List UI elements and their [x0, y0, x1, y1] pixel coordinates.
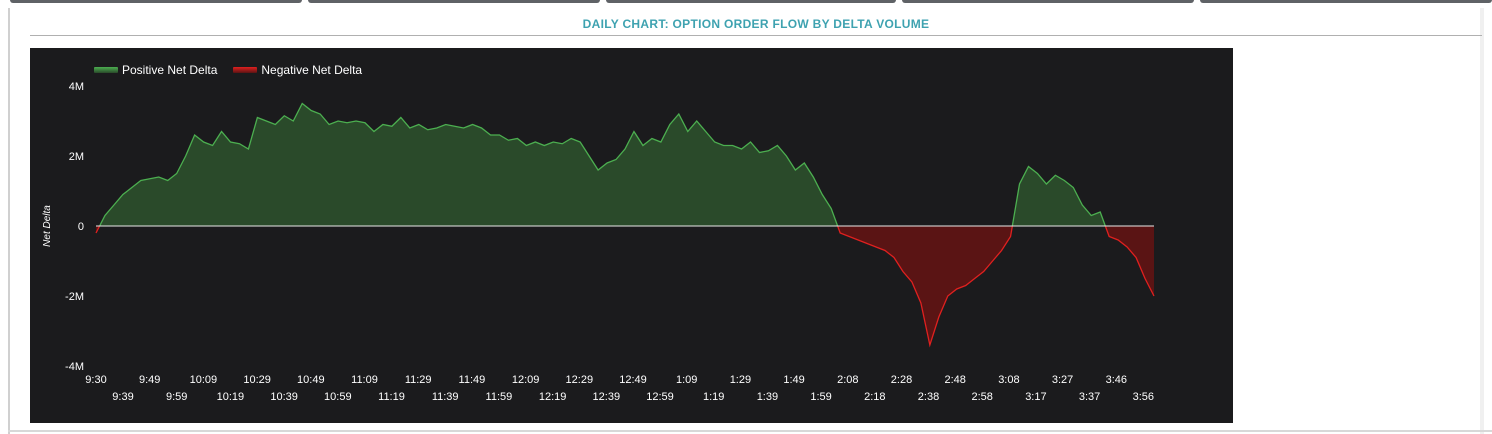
x-tick-label: 3:37 [1079, 391, 1100, 403]
x-tick-label: 2:08 [837, 374, 858, 386]
x-tick-label: 12:19 [539, 391, 567, 403]
x-tick-label: 2:58 [971, 391, 992, 403]
x-tick-label: 12:09 [512, 374, 540, 386]
top-tab-1[interactable] [10, 0, 302, 3]
x-tick-label: 3:27 [1052, 374, 1073, 386]
panel-frame-left [8, 8, 10, 434]
legend-swatch-negative [233, 67, 258, 73]
x-tick-label: 3:56 [1133, 391, 1154, 403]
legend-swatch-positive [94, 67, 118, 73]
y-tick-label: -2M [65, 291, 84, 303]
x-tick-label: 10:59 [324, 391, 352, 403]
x-tick-label: 12:49 [619, 374, 647, 386]
x-tick-label: 10:19 [217, 391, 245, 403]
x-tick-label: 1:59 [810, 391, 831, 403]
y-tick-label: 2M [69, 151, 84, 163]
title-divider [30, 35, 1482, 36]
x-tick-label: 11:49 [459, 374, 486, 386]
x-tick-label: 3:08 [998, 374, 1019, 386]
x-tick-label: 11:39 [432, 391, 459, 403]
x-tick-label: 11:59 [486, 391, 513, 403]
y-tick-label: 4M [69, 81, 84, 93]
negative-series-line [95, 225, 1155, 348]
top-tab-5[interactable] [1200, 0, 1492, 3]
y-tick-label: -4M [65, 361, 84, 373]
x-tick-label: 10:09 [190, 374, 218, 386]
chart-legend: Positive Net Delta Negative Net Delta [94, 63, 378, 77]
top-tab-2[interactable] [308, 0, 600, 3]
x-tick-label: 9:49 [139, 374, 160, 386]
x-tick-label: 2:28 [891, 374, 912, 386]
top-tab-3[interactable] [606, 0, 896, 3]
chart-panel: 4M 2M 0 -2M -4M Net Delta 9:30 9:49 10:09 10:29 10… [30, 48, 1233, 423]
x-tick-label: 1:39 [757, 391, 778, 403]
x-tick-label: 1:49 [783, 374, 804, 386]
chart-title: DAILY CHART: OPTION ORDER FLOW BY DELTA … [582, 17, 930, 31]
x-tick-label: 10:39 [270, 391, 298, 403]
x-tick-label: 11:09 [351, 374, 378, 386]
x-tick-label: 3:46 [1106, 374, 1127, 386]
x-tick-label: 12:29 [566, 374, 594, 386]
legend-item-negative[interactable]: Negative Net Delta [233, 63, 362, 77]
positive-series-line [99, 102, 1106, 227]
x-tick-label: 9:39 [112, 391, 133, 403]
legend-label-positive: Positive Net Delta [122, 63, 218, 77]
negative-area [96, 226, 1154, 345]
panel-frame-bottom [8, 430, 1492, 432]
x-tick-label: 1:19 [703, 391, 724, 403]
x-tick-label: 10:49 [297, 374, 325, 386]
legend-label-negative: Negative Net Delta [261, 63, 363, 77]
x-tick-label: 2:48 [944, 374, 965, 386]
x-tick-label: 2:38 [918, 391, 939, 403]
chart-plot: 4M 2M 0 -2M -4M Net Delta 9:30 9:49 10:09 10:29 10… [42, 81, 1155, 403]
x-tick-label: 11:29 [405, 374, 432, 386]
positive-area [96, 103, 1154, 226]
y-axis-label: Net Delta [42, 205, 53, 247]
x-tick-label: 1:09 [676, 374, 697, 386]
y-tick-label: 0 [78, 221, 84, 233]
top-tab-bar [0, 0, 1492, 8]
x-tick-label: 11:19 [378, 391, 405, 403]
x-tick-label: 9:59 [166, 391, 187, 403]
x-tick-label: 2:18 [864, 391, 885, 403]
x-tick-label: 9:30 [85, 374, 106, 386]
x-tick-label: 10:29 [243, 374, 271, 386]
x-tick-label: 12:39 [593, 391, 621, 403]
x-tick-label: 12:59 [646, 391, 674, 403]
x-tick-label: 1:29 [730, 374, 751, 386]
top-tab-4[interactable] [902, 0, 1194, 3]
legend-item-positive[interactable]: Positive Net Delta [94, 63, 217, 77]
x-tick-label: 3:17 [1025, 391, 1046, 403]
panel-frame-right [1480, 8, 1484, 434]
